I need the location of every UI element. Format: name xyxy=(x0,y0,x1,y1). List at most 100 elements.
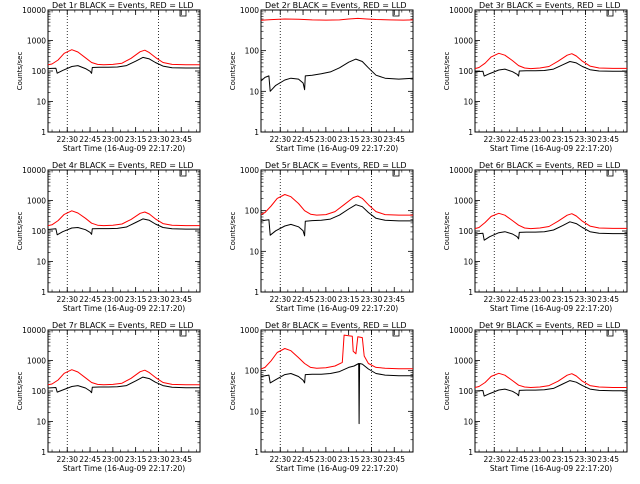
x-tick-label: 23:00 xyxy=(315,135,337,144)
detector-panel-8: Det 8r BLACK = Events, RED = LLD 1 10 100 10… xyxy=(229,321,414,473)
y-tick-label: 100 xyxy=(245,207,260,216)
y-axis-label: Counts/sec xyxy=(16,372,24,411)
x-tick-label: 23:00 xyxy=(102,295,124,304)
y-tick-label: 100 xyxy=(32,387,47,396)
x-tick-label: 23:45 xyxy=(170,455,192,464)
y-tick-label: 1 xyxy=(41,288,46,297)
x-tick-label: 23:00 xyxy=(315,455,337,464)
detector-panel-7: Det 7r BLACK = Events, RED = LLD 1 10 100 10… xyxy=(16,321,201,473)
y-axis-label: Counts/sec xyxy=(443,212,451,251)
chart-title: Det 9r BLACK = Events, RED = LLD xyxy=(479,321,621,330)
plot-corner-marker xyxy=(392,9,400,17)
series-line-lld xyxy=(47,210,200,227)
y-tick-label: 1000 xyxy=(27,37,46,46)
series-line-events xyxy=(260,204,413,237)
series-line-lld xyxy=(474,372,627,388)
x-tick-label: 22:30 xyxy=(269,135,291,144)
x-axis-label: Start Time (16-Aug-09 22:17:20) xyxy=(490,144,612,153)
y-tick-label: 10 xyxy=(36,258,46,267)
series-line-events xyxy=(47,376,200,394)
y-tick-label: 1000 xyxy=(27,197,46,206)
x-tick-label: 23:45 xyxy=(597,295,619,304)
x-tick-label: 23:00 xyxy=(529,135,551,144)
series-line-events xyxy=(474,380,627,397)
series-line-events xyxy=(260,363,413,425)
x-tick-label: 23:45 xyxy=(383,455,405,464)
y-tick-label: 1 xyxy=(468,288,473,297)
x-axis-label: Start Time (16-Aug-09 22:17:20) xyxy=(63,464,185,473)
x-tick-label: 23:15 xyxy=(125,295,147,304)
plot-frame xyxy=(47,9,201,133)
x-tick-label: 23:45 xyxy=(597,455,619,464)
chart-title: Det 5r BLACK = Events, RED = LLD xyxy=(265,161,407,170)
x-tick-label: 22:30 xyxy=(56,135,78,144)
y-tick-label: 1 xyxy=(254,288,259,297)
plot-corner-marker xyxy=(392,329,400,337)
chart-title: Det 4r BLACK = Events, RED = LLD xyxy=(52,161,194,170)
y-tick-label: 100 xyxy=(32,227,47,236)
x-axis-label: Start Time (16-Aug-09 22:17:20) xyxy=(276,464,398,473)
y-tick-label: 10 xyxy=(463,418,473,427)
plot-frame xyxy=(260,329,414,453)
y-tick-label: 10000 xyxy=(449,6,473,15)
x-axis-label: Start Time (16-Aug-09 22:17:20) xyxy=(276,304,398,313)
chart-title: Det 6r BLACK = Events, RED = LLD xyxy=(479,161,621,170)
y-tick-label: 1000 xyxy=(454,197,473,206)
chart-title: Det 7r BLACK = Events, RED = LLD xyxy=(52,321,194,330)
y-tick-label: 1 xyxy=(41,448,46,457)
y-tick-label: 1 xyxy=(254,128,259,137)
x-tick-label: 22:45 xyxy=(292,135,314,144)
y-tick-label: 100 xyxy=(245,47,260,56)
x-tick-label: 23:15 xyxy=(125,455,147,464)
y-axis-label: Counts/sec xyxy=(229,52,237,91)
x-tick-label: 22:30 xyxy=(56,455,78,464)
x-tick-label: 22:30 xyxy=(483,295,505,304)
y-tick-label: 10 xyxy=(249,407,259,416)
y-tick-label: 100 xyxy=(459,227,474,236)
x-axis-label: Start Time (16-Aug-09 22:17:20) xyxy=(490,464,612,473)
detector-panel-2: Det 2r BLACK = Events, RED = LLD 1 10 100 10… xyxy=(229,1,414,153)
x-tick-label: 23:30 xyxy=(361,135,383,144)
x-tick-label: 23:30 xyxy=(148,455,170,464)
x-tick-label: 22:30 xyxy=(269,455,291,464)
y-tick-label: 1 xyxy=(468,448,473,457)
x-tick-label: 23:15 xyxy=(552,295,574,304)
y-tick-label: 10 xyxy=(249,247,259,256)
detector-panel-5: Det 5r BLACK = Events, RED = LLD 1 10 100 10… xyxy=(229,161,414,313)
series-line-lld xyxy=(260,194,413,216)
x-tick-label: 23:45 xyxy=(170,295,192,304)
series-line-events xyxy=(260,58,414,92)
x-tick-label: 23:15 xyxy=(125,135,147,144)
detector-panel-9: Det 9r BLACK = Events, RED = LLD 1 10 100 10… xyxy=(443,321,628,473)
x-tick-label: 23:30 xyxy=(361,295,383,304)
chart-title: Det 3r BLACK = Events, RED = LLD xyxy=(479,1,621,10)
plot-frame xyxy=(47,169,201,293)
x-tick-label: 22:45 xyxy=(506,295,528,304)
x-tick-label: 22:45 xyxy=(79,295,101,304)
y-tick-label: 10 xyxy=(463,98,473,107)
y-axis-label: Counts/sec xyxy=(229,372,237,411)
x-axis-label: Start Time (16-Aug-09 22:17:20) xyxy=(490,304,612,313)
plot-frame xyxy=(260,169,414,293)
y-tick-label: 100 xyxy=(32,67,47,76)
x-tick-label: 23:30 xyxy=(148,135,170,144)
x-tick-label: 23:45 xyxy=(383,295,405,304)
detector-panel-4: Det 4r BLACK = Events, RED = LLD 1 10 100 10… xyxy=(16,161,201,313)
y-tick-label: 100 xyxy=(245,367,260,376)
chart-title: Det 1r BLACK = Events, RED = LLD xyxy=(52,1,194,10)
series-line-lld xyxy=(474,52,627,70)
series-line-events xyxy=(474,221,627,241)
x-tick-label: 22:30 xyxy=(483,135,505,144)
x-tick-label: 23:15 xyxy=(338,295,360,304)
x-tick-label: 23:30 xyxy=(575,135,597,144)
y-tick-label: 10000 xyxy=(22,326,46,335)
y-tick-label: 1000 xyxy=(240,6,259,15)
x-tick-label: 22:45 xyxy=(506,135,528,144)
y-axis-label: Counts/sec xyxy=(443,372,451,411)
plot-corner-marker xyxy=(179,329,187,337)
y-axis-label: Counts/sec xyxy=(229,212,237,251)
plot-corner-marker xyxy=(179,169,187,177)
x-tick-label: 23:45 xyxy=(383,135,405,144)
